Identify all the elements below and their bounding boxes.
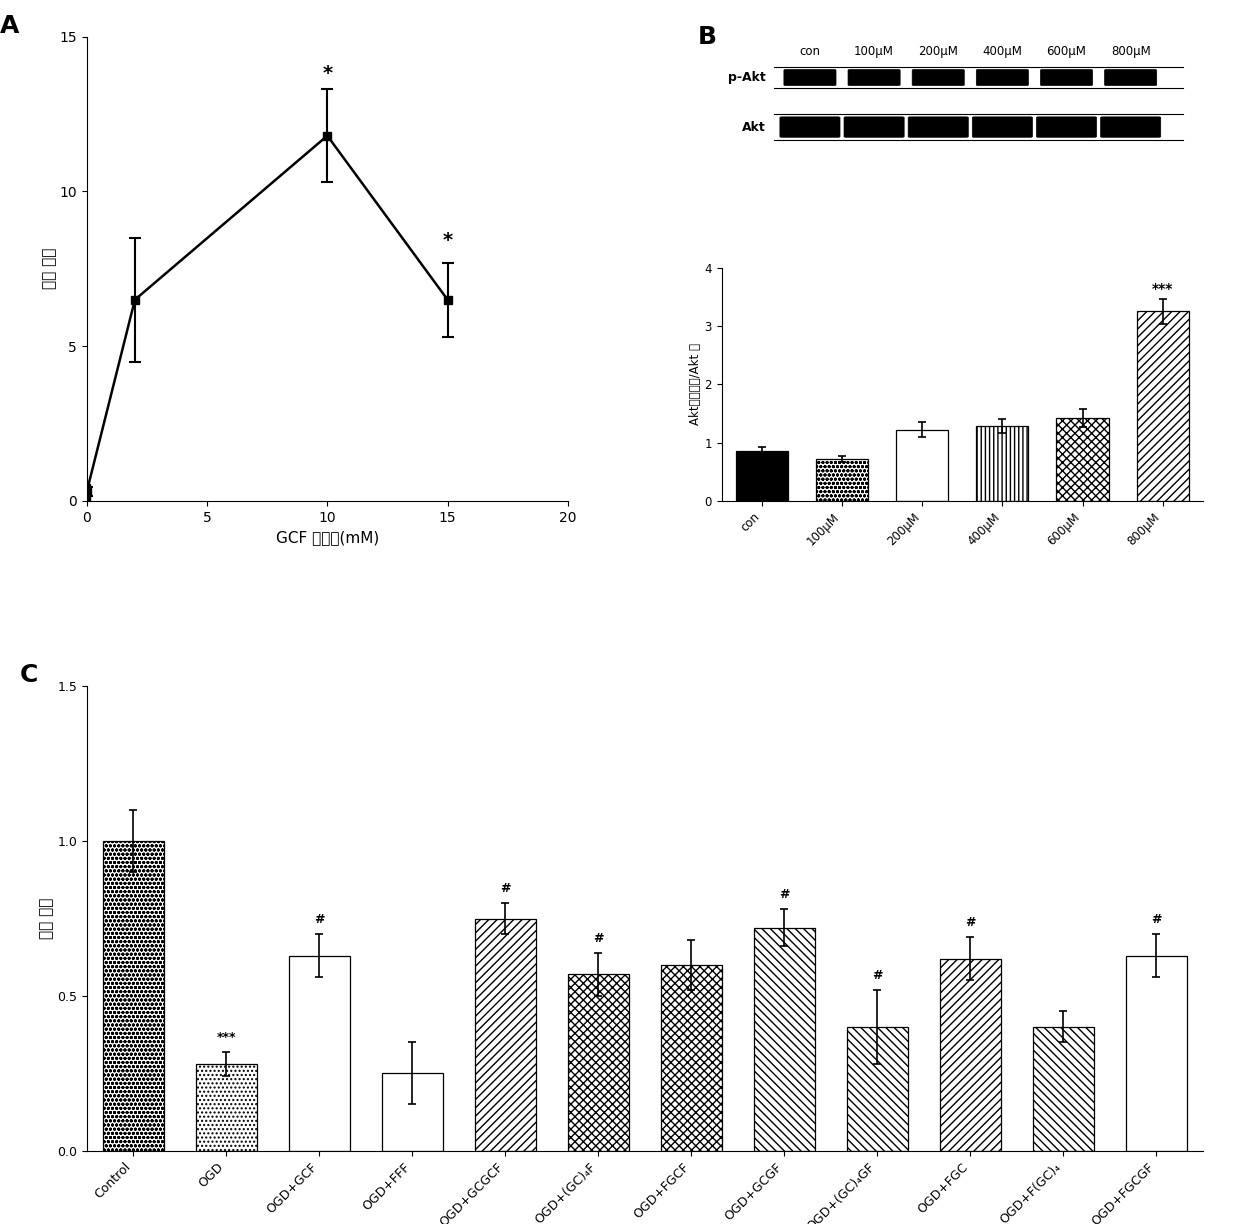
Text: Akt: Akt [742,120,766,133]
Text: con: con [800,45,821,58]
Text: *: * [443,231,453,250]
FancyBboxPatch shape [780,116,839,137]
Bar [847,1027,908,1151]
Text: 400μM: 400μM [982,45,1022,58]
FancyBboxPatch shape [1105,70,1157,86]
Text: #: # [593,931,604,945]
Y-axis label: Akt的磷酸化/Akt 水: Akt的磷酸化/Akt 水 [688,343,702,425]
Text: #: # [965,917,976,929]
Bar [897,430,949,501]
Bar [735,452,787,501]
FancyBboxPatch shape [976,70,1028,86]
FancyBboxPatch shape [913,70,965,86]
Bar [1126,956,1187,1151]
Text: 800μM: 800μM [1111,45,1151,58]
Text: #: # [1151,913,1162,927]
Text: 600μM: 600μM [1047,45,1086,58]
FancyBboxPatch shape [1037,116,1096,137]
Bar [103,841,164,1151]
FancyBboxPatch shape [1101,116,1161,137]
FancyBboxPatch shape [784,70,836,86]
X-axis label: GCF 的浓度(mM): GCF 的浓度(mM) [275,530,379,545]
Text: A: A [0,13,20,38]
Bar [1056,419,1109,501]
Bar [475,918,536,1151]
Text: ***: *** [1152,282,1173,296]
Text: p-Akt: p-Akt [728,71,766,84]
Text: *: * [322,64,332,83]
Bar [1137,311,1189,501]
Text: #: # [872,969,883,982]
FancyBboxPatch shape [1040,70,1092,86]
FancyBboxPatch shape [844,116,904,137]
Text: 100μM: 100μM [854,45,894,58]
Y-axis label: 细胞 活性: 细胞 活性 [42,248,57,289]
Text: #: # [500,883,511,895]
FancyBboxPatch shape [972,116,1033,137]
Bar [568,974,629,1151]
Text: 200μM: 200μM [919,45,959,58]
FancyBboxPatch shape [908,116,968,137]
Bar [382,1073,443,1151]
Text: ***: *** [217,1031,236,1044]
Text: #: # [314,913,325,927]
Bar [289,956,350,1151]
Bar [661,965,722,1151]
Text: #: # [779,889,790,902]
Bar [754,928,815,1151]
Bar [1033,1027,1094,1151]
Y-axis label: 细胞 活性: 细胞 活性 [40,898,55,939]
Text: B: B [698,24,717,49]
FancyBboxPatch shape [848,70,900,86]
Bar [196,1064,257,1151]
Bar [976,426,1028,501]
Bar [940,958,1001,1151]
Text: C: C [20,663,38,687]
Bar [816,459,868,501]
